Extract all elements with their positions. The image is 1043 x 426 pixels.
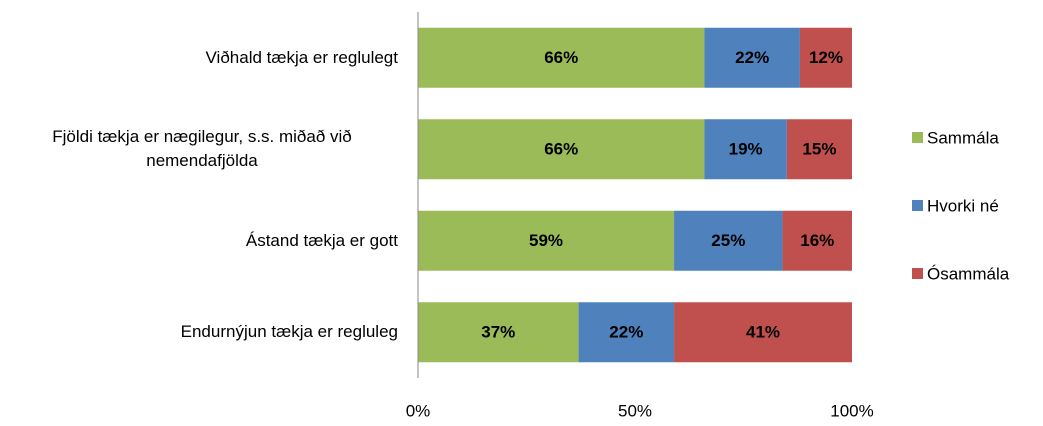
bar-segment — [786, 119, 852, 180]
bar-segment — [418, 27, 705, 88]
x-tick-label: 50% — [618, 401, 652, 420]
data-label: 25% — [711, 231, 745, 250]
category-label: Fjöldi tækja er nægilegur, s.s. miðað vi… — [52, 127, 352, 171]
legend-label: Hvorki né — [927, 196, 999, 215]
bar-segment — [799, 27, 852, 88]
data-label: 66% — [544, 48, 578, 67]
data-label: 22% — [609, 323, 643, 342]
legend-swatch — [912, 200, 923, 211]
legend-label: Sammála — [927, 128, 999, 147]
data-label: 66% — [544, 140, 578, 159]
data-label: 37% — [481, 323, 515, 342]
legend-label: Ósammála — [927, 264, 1010, 283]
data-label: 59% — [529, 231, 563, 250]
data-label: 41% — [746, 323, 780, 342]
category-label: Endurnýjun tækja er regluleg — [180, 322, 398, 342]
bar-segment — [704, 27, 800, 88]
bar-segment — [418, 119, 705, 180]
x-tick-label: 100% — [830, 401, 873, 420]
category-label: Ástand tækja er gott — [245, 230, 398, 250]
bar-segment — [704, 119, 787, 180]
data-label: 19% — [729, 140, 763, 159]
bar-segment — [418, 302, 579, 363]
data-label: 22% — [735, 48, 769, 67]
legend-swatch — [912, 268, 923, 279]
category-label: Viðhald tækja er reglulegt — [205, 47, 398, 67]
bar-segment — [578, 302, 675, 363]
data-label: 16% — [800, 231, 834, 250]
x-tick-label: 0% — [406, 401, 431, 420]
bar-segment — [782, 210, 852, 271]
bar-segment — [418, 210, 675, 271]
data-label: 15% — [802, 140, 836, 159]
legend-swatch — [912, 132, 923, 143]
bar-segment — [674, 302, 852, 363]
bar-segment — [674, 210, 783, 271]
data-label: 12% — [809, 48, 843, 67]
